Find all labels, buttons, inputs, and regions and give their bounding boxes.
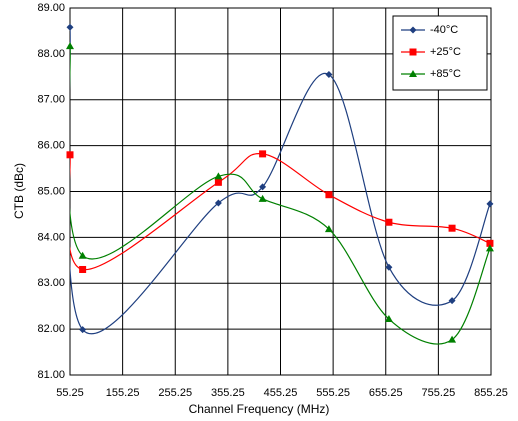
marker — [325, 71, 333, 79]
series-line — [70, 46, 491, 345]
marker — [324, 225, 333, 233]
marker — [214, 178, 222, 186]
marker — [66, 151, 74, 159]
y-tick-label: 81.00 — [37, 369, 65, 381]
x-tick-label: 655.25 — [369, 387, 403, 399]
marker — [448, 335, 457, 343]
marker — [486, 200, 494, 208]
marker — [409, 26, 417, 34]
marker — [214, 172, 223, 180]
marker — [448, 297, 456, 305]
x-tick-label: 255.25 — [158, 387, 192, 399]
y-tick-label: 88.00 — [37, 48, 65, 60]
marker — [214, 199, 222, 207]
marker — [79, 265, 87, 273]
marker — [259, 183, 267, 191]
marker — [486, 239, 494, 247]
x-tick-label: 755.25 — [422, 387, 456, 399]
x-tick-label: 855.25 — [474, 387, 508, 399]
legend-box — [392, 15, 488, 91]
legend-label: -40°C — [430, 24, 458, 36]
marker — [78, 251, 87, 259]
x-tick-label: 355.25 — [211, 387, 245, 399]
marker — [79, 326, 87, 334]
marker — [66, 23, 74, 31]
y-tick-label: 85.00 — [37, 185, 65, 197]
marker — [385, 263, 393, 271]
marker — [409, 48, 417, 56]
series-line — [70, 153, 491, 271]
y-tick-label: 83.00 — [37, 277, 65, 289]
marker — [66, 42, 74, 50]
x-tick-label: 455.25 — [264, 387, 298, 399]
x-axis-label: Channel Frequency (MHz) — [189, 402, 330, 416]
y-axis-label: CTB (dBc) — [12, 163, 26, 219]
x-tick-label: 155.25 — [106, 387, 140, 399]
y-tick-label: 82.00 — [37, 323, 65, 335]
series-line — [70, 27, 491, 335]
marker — [385, 218, 393, 226]
marker — [325, 191, 333, 199]
legend-label: +85°C — [430, 68, 461, 80]
y-tick-label: 89.00 — [37, 2, 65, 14]
marker — [384, 315, 393, 323]
x-tick-label: 555.25 — [316, 387, 350, 399]
marker — [409, 70, 417, 77]
marker — [485, 244, 494, 252]
marker — [259, 150, 267, 158]
y-tick-label: 87.00 — [37, 94, 65, 106]
legend-label: +25°C — [430, 46, 461, 58]
y-tick-label: 86.00 — [37, 140, 65, 152]
marker — [258, 194, 267, 202]
marker — [448, 224, 456, 232]
x-tick-label: 55.25 — [56, 387, 84, 399]
y-tick-label: 84.00 — [37, 231, 65, 243]
plot-frame — [69, 7, 492, 376]
